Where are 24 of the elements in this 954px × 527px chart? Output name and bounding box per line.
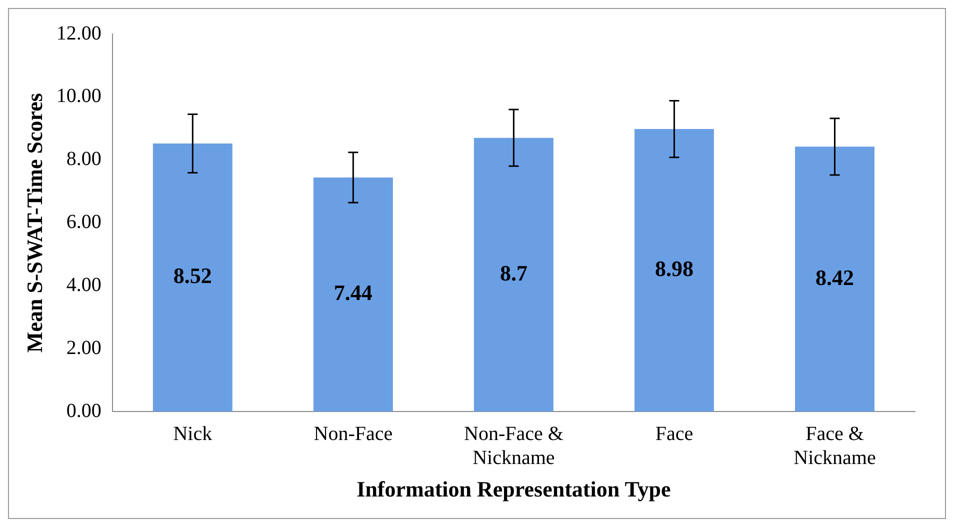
y-tick-label: 8.00 xyxy=(66,148,102,170)
x-axis-title: Information Representation Type xyxy=(356,476,671,502)
bar xyxy=(474,138,554,412)
bar xyxy=(634,129,714,412)
y-tick-label: 2.00 xyxy=(66,336,102,359)
x-tick-label: Nick xyxy=(173,422,212,445)
data-label: 8.52 xyxy=(173,263,212,288)
bar xyxy=(795,146,874,412)
y-tick-label: 4.00 xyxy=(66,274,102,296)
y-tick-label: 6.00 xyxy=(66,211,102,234)
x-tick-label: Non-Face xyxy=(314,422,393,445)
x-tick-label: Face xyxy=(655,422,694,445)
data-label: 7.44 xyxy=(334,280,372,306)
y-tick-label: 12.00 xyxy=(56,22,102,44)
data-label: 8.42 xyxy=(815,264,854,290)
data-label: 8.98 xyxy=(654,256,694,281)
x-tick-label: Face & Nickname xyxy=(794,422,876,469)
y-tick-label: 10.00 xyxy=(56,85,102,108)
bar xyxy=(313,177,393,412)
y-tick-label: 0.00 xyxy=(66,400,102,422)
data-label: 8.7 xyxy=(500,260,528,286)
x-tick-label: Non-Face & Nickname xyxy=(464,422,564,469)
y-axis-title: Mean S-SWAT-Time Scores xyxy=(22,92,47,353)
bar xyxy=(152,144,232,412)
